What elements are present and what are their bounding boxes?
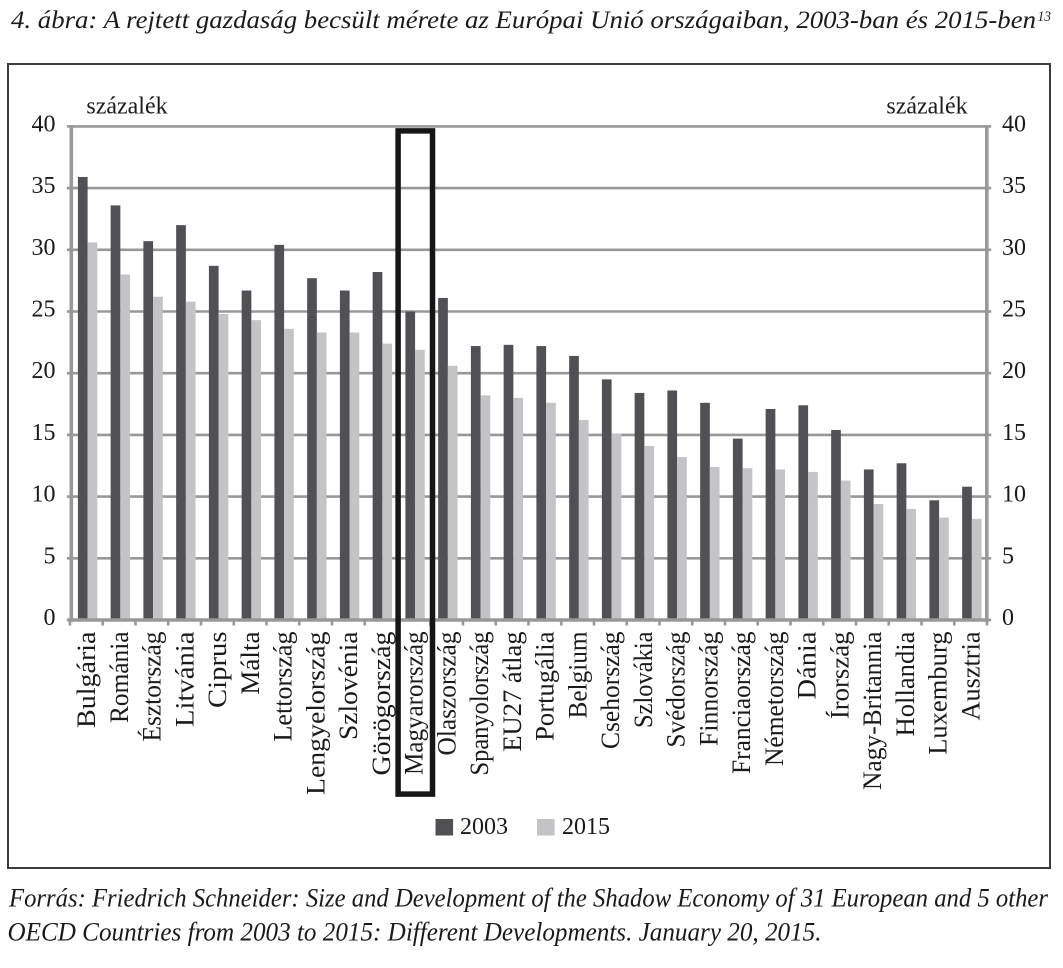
svg-text:15: 15 [32,420,56,446]
svg-text:Görögország: Görögország [367,632,396,776]
svg-text:0: 0 [1002,605,1014,631]
svg-text:Magyarország: Magyarország [400,632,429,776]
svg-text:Dánia: Dánia [793,631,822,699]
svg-text:35: 35 [32,173,56,199]
svg-text:2003: 2003 [460,814,508,840]
svg-text:Litvánia: Litvánia [170,631,199,727]
svg-text:30: 30 [1002,235,1026,261]
svg-text:20: 20 [32,358,56,384]
svg-text:4. ábra: A rejtett gazdaság be: 4. ábra: A rejtett gazdaság becsült mére… [11,7,1036,34]
svg-text:15: 15 [1002,420,1026,446]
svg-text:Lettország: Lettország [269,632,298,742]
svg-text:Finnország: Finnország [694,632,723,747]
svg-text:10: 10 [1002,482,1026,508]
svg-text:Nagy-Britannia: Nagy-Britannia [858,631,887,790]
svg-text:OECD Countries from 2003 to 20: OECD Countries from 2003 to 2015: Differ… [8,918,822,947]
svg-text:Franciaország: Franciaország [727,632,756,775]
svg-text:Belgium: Belgium [563,632,592,719]
svg-text:Olaszország: Olaszország [432,632,461,756]
svg-text:százalék: százalék [86,94,167,120]
svg-text:Ciprus: Ciprus [203,632,232,709]
svg-text:EU27 átlag: EU27 átlag [498,632,527,752]
svg-text:20: 20 [1002,358,1026,384]
svg-text:10: 10 [32,482,56,508]
svg-text:Szlovákia: Szlovákia [629,631,658,728]
svg-text:30: 30 [32,235,56,261]
svg-text:Spanyolország: Spanyolország [465,632,494,776]
svg-text:Írország: Írország [825,632,854,720]
svg-text:Hollandia: Hollandia [891,631,920,736]
svg-text:25: 25 [32,297,56,323]
svg-text:Ausztria: Ausztria [956,631,985,720]
svg-text:százalék: százalék [886,94,967,120]
svg-text:Málta: Málta [236,631,265,695]
svg-text:Forrás: Friedrich Schneider: S: Forrás: Friedrich Schneider: Size and De… [8,884,1049,913]
svg-text:2015: 2015 [562,814,610,840]
svg-text:40: 40 [1002,111,1026,137]
svg-text:25: 25 [1002,297,1026,323]
svg-text:0: 0 [44,605,56,631]
svg-text:40: 40 [32,111,56,137]
svg-text:Németország: Németország [760,632,789,767]
svg-text:Szlovénia: Szlovénia [334,631,363,740]
svg-text:Románia: Románia [105,631,134,723]
svg-text:Bulgária: Bulgária [72,631,101,728]
svg-text:5: 5 [44,543,56,569]
svg-text:Svédország: Svédország [662,632,691,748]
svg-text:Luxemburg: Luxemburg [924,632,953,755]
svg-text:Csehország: Csehország [596,632,625,750]
svg-text:Észtország: Észtország [138,632,167,742]
svg-text:Portugália: Portugália [531,631,560,741]
svg-text:35: 35 [1002,173,1026,199]
svg-text:5: 5 [1002,543,1014,569]
svg-text:Lengyelország: Lengyelország [301,632,330,796]
svg-text:13: 13 [1038,9,1052,25]
